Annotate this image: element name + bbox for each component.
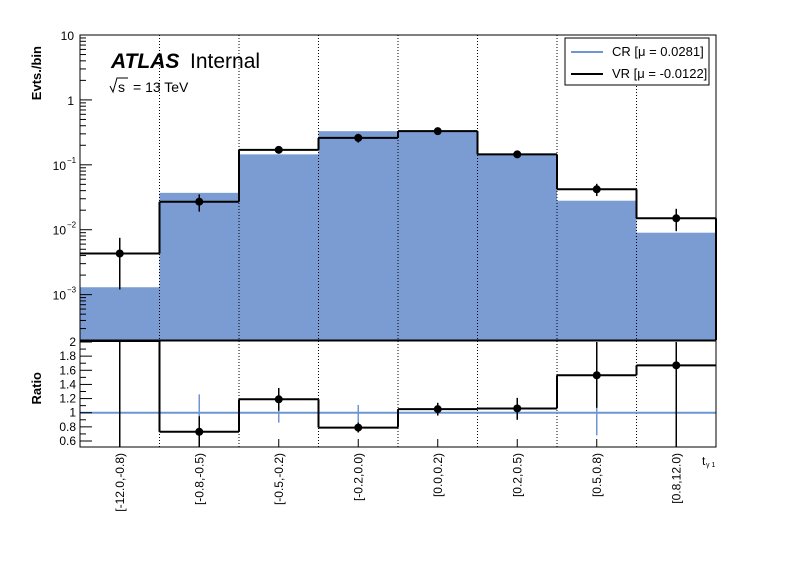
ratio-point — [513, 404, 522, 413]
x-axis-title: t γ 1 — [702, 454, 715, 469]
legend-cr-label: CR [μ = 0.0281] — [612, 44, 704, 59]
legend: CR [μ = 0.0281] VR [μ = -0.0122] — [564, 37, 710, 86]
y-tick-label: 10 — [53, 159, 67, 173]
legend-vr-label: VR [μ = -0.0122] — [612, 66, 707, 81]
ratio-point — [195, 427, 204, 436]
energy-label: = 13 TeV — [133, 79, 189, 95]
ratio-point — [274, 395, 283, 404]
x-tick-label: [0.5,0.8) — [590, 453, 604, 497]
ratio-y-tick-label: 1.8 — [59, 349, 76, 363]
vr-point — [195, 197, 204, 206]
y-tick-exponent: −3 — [67, 286, 77, 295]
energy-sqrt-s: s — [118, 79, 125, 95]
x-tick-label: [0.0,0.2) — [431, 453, 445, 497]
x-tick-label: [-12.0,-0.8) — [113, 453, 127, 512]
ratio-y-tick-label: 1.2 — [59, 392, 76, 406]
vr-point — [592, 185, 601, 194]
cr-bar — [557, 200, 637, 340]
ratio-y-tick-label: 1.6 — [59, 363, 76, 377]
ratio-y-tick-label: 1 — [69, 406, 76, 420]
vr-point — [513, 150, 522, 159]
y-tick-exponent: −1 — [67, 156, 77, 165]
y-tick-label: 10 — [53, 224, 67, 238]
y-tick-exponent: −2 — [67, 221, 77, 230]
cr-bar — [239, 154, 319, 340]
x-axis-label-subscript: γ 1 — [706, 462, 715, 469]
cr-histogram — [80, 130, 716, 340]
vr-point — [433, 127, 442, 136]
y-tick-label: 10 — [53, 289, 67, 303]
legend-box — [564, 37, 710, 86]
ratio-point — [672, 361, 681, 370]
vr-point — [115, 249, 124, 258]
ratio-point — [354, 423, 363, 432]
cr-bar — [636, 232, 716, 340]
y-tick-label: 10 — [61, 29, 75, 43]
ratio-y-tick-label: 1.4 — [59, 377, 76, 391]
axes-frame: 10−310−210 −11100.60.811.21.41.61.82[-12.… — [53, 29, 717, 512]
main-frame — [79, 34, 717, 341]
cr-bar — [398, 130, 478, 340]
atlas-status: Internal — [190, 50, 260, 73]
ratio-y-tick-label: 2 — [69, 335, 76, 349]
y-axis-label: Evts./bin — [29, 46, 44, 100]
cr-bar — [159, 192, 239, 340]
ratio-frame — [79, 340, 717, 448]
atlas-brand: ATLAS — [110, 50, 179, 73]
vr-point — [354, 133, 363, 142]
vr-point — [672, 214, 681, 223]
atlas-label: ATLAS Internal s = 13 TeV — [109, 50, 260, 95]
ratio-axis-label: Ratio — [29, 372, 44, 405]
cr-bar — [318, 131, 398, 340]
vr-point — [274, 145, 283, 154]
ratio-y-tick-label: 0.6 — [59, 434, 76, 448]
x-tick-label: [-0.5,-0.2) — [272, 453, 286, 505]
cr-bar — [80, 287, 160, 340]
x-tick-label: [-0.8,-0.5) — [192, 453, 206, 505]
ratio-y-tick-label: 0.8 — [59, 420, 76, 434]
y-tick-label: 1 — [67, 94, 74, 108]
cr-bar — [477, 153, 557, 340]
x-axis-label: t — [702, 454, 706, 468]
ratio-point — [433, 405, 442, 414]
x-tick-label: [-0.2,0.0) — [351, 453, 365, 501]
x-tick-label: [0.2,0.5) — [510, 453, 524, 497]
ratio-point — [592, 371, 601, 380]
x-tick-label: [0.8,12.0) — [669, 453, 683, 504]
sqrt-icon — [109, 77, 128, 94]
